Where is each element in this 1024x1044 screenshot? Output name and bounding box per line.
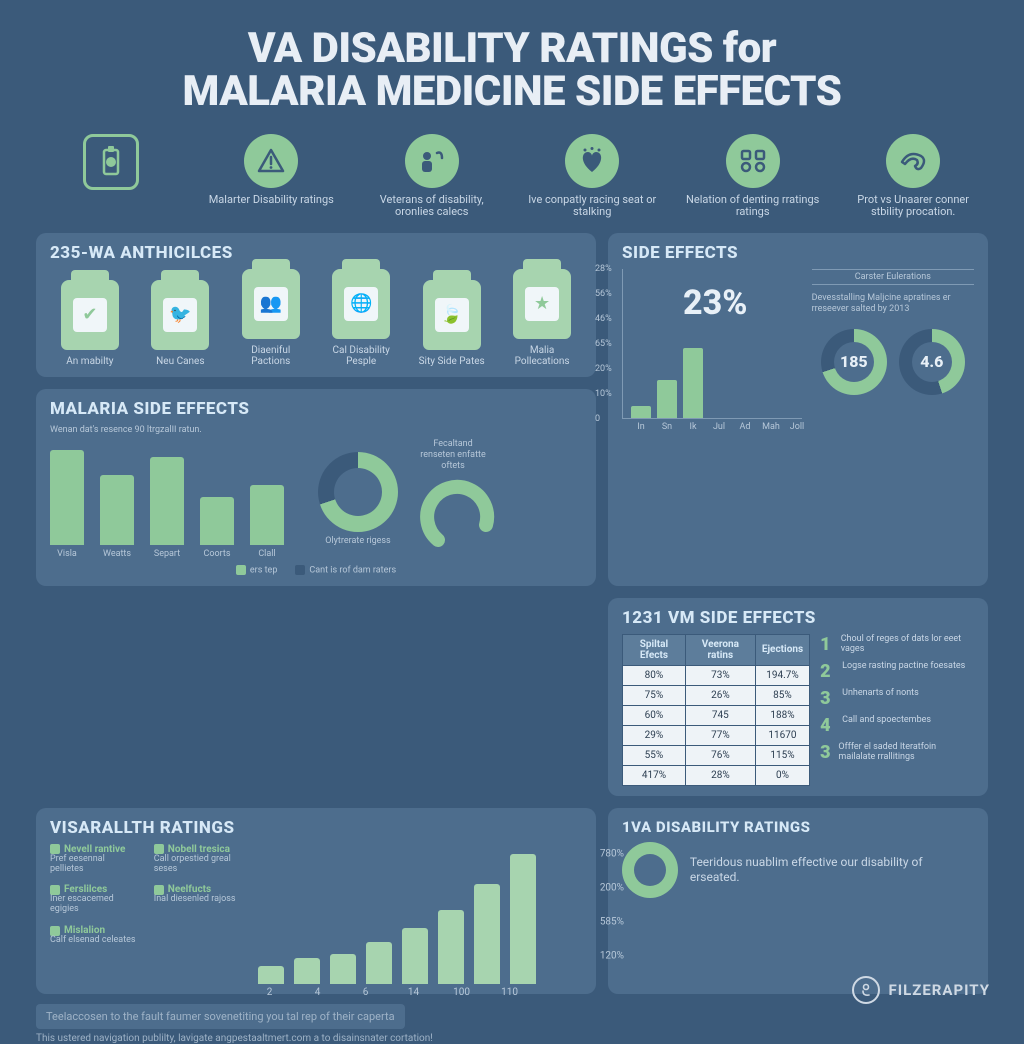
icon-heart: Ive conpatly racing seat or stalking — [521, 134, 663, 219]
side-effects-title: SIDE EFFECTS — [622, 243, 974, 263]
vm-list: 1Choul of reges of dats lor eeet vages 2L… — [820, 634, 974, 786]
list-item: 4Call and spoectembes — [820, 715, 974, 736]
bar — [631, 406, 651, 418]
bar — [250, 485, 284, 545]
malaria-donut: Olytrerate rigess — [318, 452, 398, 547]
donut-chart: 4.6 — [899, 329, 965, 395]
bar — [200, 497, 234, 545]
malaria-arc: Fecaltand renseten enfatte oftets — [418, 439, 498, 559]
bottle-item: ★Malia Pollecations — [502, 269, 582, 367]
side-effects-panel: SIDE EFFECTS 23% 28%56%46%65%20%10%0InSn… — [608, 233, 988, 586]
side-effects-desc: Devesstalling Maljcine apratines er rres… — [812, 293, 974, 315]
icon-grid: Nelation of denting rratings ratings — [682, 134, 824, 219]
malaria-note: Wenan dat's resence 90 ltrgzalII ratun. — [50, 425, 582, 435]
bar — [50, 450, 84, 545]
icon-shrimp: Prot vs Unaarer conner stbility procatio… — [842, 134, 984, 219]
footer-line: This ustered navigation publilty, laviga… — [36, 1033, 433, 1044]
carster-caption: Carster Eulerations — [812, 269, 974, 285]
visar-legend: Nevell rantivePref eesennal pellietesNob… — [50, 844, 242, 984]
bar — [366, 942, 392, 984]
bottle-icon: 🍃 — [423, 280, 481, 350]
icon-people: Veterans of disability, oronlies calecs — [361, 134, 503, 219]
bar — [402, 928, 428, 984]
visar-panel: VISARALlTH RATINGS Nevell rantivePref ee… — [36, 808, 596, 994]
side-effects-donuts: 1854.6 — [812, 329, 974, 395]
brand-logo-icon — [852, 976, 880, 1004]
malaria-title: MALARIA SIDE EFFECTS — [50, 399, 582, 419]
list-item: 1Choul of reges of dats lor eeet vages — [820, 634, 974, 655]
heart-icon — [565, 134, 619, 188]
vm-table: Spiltal EfectsVeerona ratinsEjections80%… — [622, 634, 810, 786]
bar — [683, 348, 703, 418]
list-item: 3Unhenarts of nonts — [820, 688, 974, 709]
bar — [510, 854, 536, 984]
bottle-item: ✔An mabilty — [50, 280, 130, 367]
side-effects-chart: 23% 28%56%46%65%20%10%0InSnIkJulAdMahJol… — [622, 269, 802, 419]
bar — [100, 475, 134, 545]
bar — [150, 457, 184, 545]
callout-panel: 1VA DISABILITY RATINGS Teeridous nuablim… — [608, 808, 988, 994]
bar — [330, 954, 356, 984]
visar-title: VISARALlTH RATINGS — [50, 818, 582, 838]
callout-title: 1VA DISABILITY RATINGS — [622, 818, 974, 836]
shrimp-icon — [886, 134, 940, 188]
bar — [438, 910, 464, 984]
list-item: 2Logse rasting pactine foesates — [820, 661, 974, 682]
side-effects-big-value: 23% — [683, 283, 747, 323]
vm-panel: 1231 VM SIDE EFFECTS Spiltal EfectsVeero… — [608, 598, 988, 796]
bottles-panel: 235-WA ANTHICILCES ✔An mabilty🐦Neu Canes… — [36, 233, 596, 377]
malaria-bars: VislaWeattsSepartCoortsClall — [50, 445, 284, 559]
bottle-item: 🍃Sity Side Pates — [412, 280, 492, 367]
bottle-icon: ★ — [513, 269, 571, 339]
malaria-panel: MALARIA SIDE EFFECTS Wenan dat's resence… — [36, 389, 596, 586]
brand-text: FILZERAPITY — [888, 981, 990, 999]
title-line2: MALARIA MEDICINE SIDE EFFECTS — [36, 71, 988, 114]
people-icon — [405, 134, 459, 188]
callout-text: Teeridous nuablim effective our disabili… — [690, 855, 974, 884]
bottle-row: ✔An mabilty🐦Neu Canes👥Diaeniful Pactions… — [50, 269, 582, 367]
footer-box: Teelaccosen to the fault faumer soveneti… — [36, 1004, 405, 1029]
bottle-icon: 👥 — [242, 269, 300, 339]
grid-icon — [726, 134, 780, 188]
main-title: VA DISABILITY RATINGS for MALARIA MEDICI… — [36, 28, 988, 114]
list-item: 3Offfer el saded Iteratfoin mailalate rr… — [820, 742, 974, 763]
ring-icon — [622, 842, 678, 898]
bottles-title: 235-WA ANTHICILCES — [50, 243, 582, 263]
icon-row: Malarter Disability ratings Veterans of … — [40, 134, 984, 219]
brand: FILZERAPITY — [852, 976, 990, 1004]
bottle-item: 👥Diaeniful Pactions — [231, 269, 311, 367]
bottle-icon: ✔ — [61, 280, 119, 350]
bar — [294, 958, 320, 984]
vm-title: 1231 VM SIDE EFFECTS — [622, 608, 974, 628]
bar — [474, 884, 500, 984]
donut-chart: 185 — [821, 329, 887, 395]
bar — [657, 380, 677, 418]
warning-icon — [244, 134, 298, 188]
visar-chart: 780%200%585%120%24614100110 — [258, 844, 582, 984]
bottle-item: 🐦Neu Canes — [140, 280, 220, 367]
bar — [258, 966, 284, 984]
bottle-item: 🌐Cal Disability Pesple — [321, 269, 401, 367]
clipboard-icon — [83, 134, 139, 190]
panels-grid: 235-WA ANTHICILCES ✔An mabilty🐦Neu Canes… — [36, 233, 988, 994]
bottle-icon: 🐦 — [151, 280, 209, 350]
malaria-legend: ers tepCant is rof dam raters — [50, 565, 582, 575]
icon-warning: Malarter Disability ratings — [200, 134, 342, 207]
title-line1: VA DISABILITY RATINGS for — [36, 28, 988, 71]
bottle-icon: 🌐 — [332, 269, 390, 339]
icon-clipboard — [40, 134, 182, 196]
